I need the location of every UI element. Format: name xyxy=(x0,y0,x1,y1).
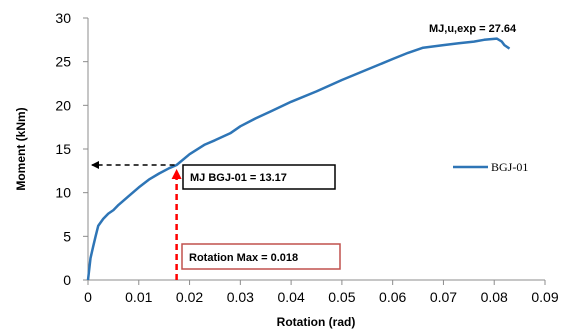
x-axis-ticks: 0 0.01 0.02 0.03 0.04 0.05 0.06 0.07 0.08 0.09 xyxy=(84,280,559,305)
y-tick-label: 30 xyxy=(55,10,71,26)
y-tick-label: 0 xyxy=(63,272,71,288)
rotation-label: Rotation Max = 0.018 xyxy=(189,252,298,264)
y-tick-label: 5 xyxy=(63,228,71,244)
rotation-label-box xyxy=(181,243,341,270)
x-tick-label: 0.06 xyxy=(379,289,406,305)
y-tick-label: 10 xyxy=(55,185,71,201)
x-tick-label: 0.02 xyxy=(176,289,203,305)
y-axis-ticks: 0 5 10 15 20 25 30 xyxy=(55,10,88,288)
x-tick-label: 0.08 xyxy=(481,289,508,305)
series-line-bgj-01 xyxy=(86,37,511,281)
yield-label: MJ BGJ-01 = 13.17 xyxy=(190,172,287,184)
x-axis-title: Rotation (rad) xyxy=(277,315,356,329)
x-tick-label: 0.04 xyxy=(277,289,304,305)
x-tick-label: 0.03 xyxy=(227,289,254,305)
legend-label-bgj-01: BGJ-01 xyxy=(491,160,528,174)
x-tick-label: 0.09 xyxy=(531,289,558,305)
y-tick-label: 25 xyxy=(55,54,71,70)
y-tick-label: 15 xyxy=(55,141,71,157)
x-tick-label: 0.07 xyxy=(430,289,457,305)
x-tick-label: 0.05 xyxy=(328,289,355,305)
x-tick-label: 0 xyxy=(84,289,92,305)
y-tick-label: 20 xyxy=(55,97,71,113)
y-axis-title: Moment (kNm) xyxy=(14,107,28,190)
x-tick-label: 0.01 xyxy=(125,289,152,305)
yield-label-box xyxy=(182,164,336,190)
peak-label: MJ,u,exp = 27.64 xyxy=(429,23,517,35)
